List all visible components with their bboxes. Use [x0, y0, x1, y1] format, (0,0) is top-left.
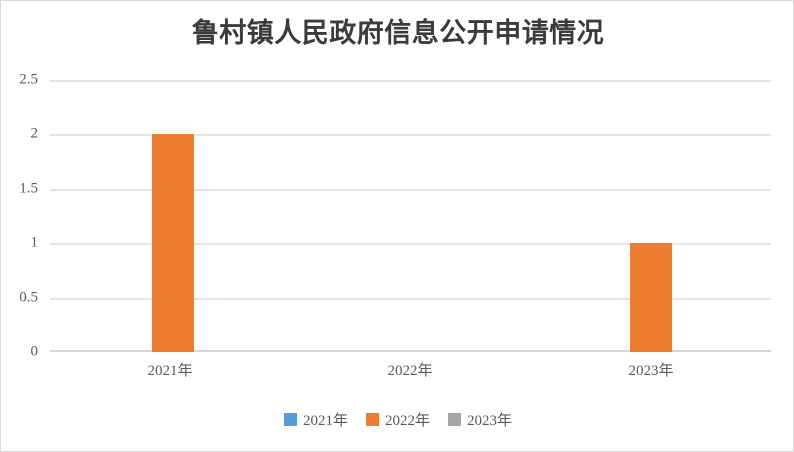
bar-2023-series2022[interactable]	[630, 243, 672, 352]
legend-item-2021[interactable]: 2021年	[283, 409, 348, 430]
y-tick-label: 0.5	[19, 289, 38, 306]
legend-item-2023[interactable]: 2023年	[448, 409, 512, 430]
y-tick-label: 2	[30, 125, 39, 142]
y-axis: 2.5 2 1.5 1 0.5 0	[1, 72, 50, 360]
y-tick-label: 0	[30, 343, 39, 360]
x-tick-label-2022: 2022年	[387, 363, 433, 379]
gridline	[50, 297, 771, 300]
legend-label: 2021年	[302, 413, 348, 429]
legend-item-2022[interactable]: 2022年	[365, 409, 430, 430]
x-tick-label-2021: 2021年	[147, 363, 193, 379]
axis-baseline	[50, 350, 771, 352]
x-tick-label-2023: 2023年	[628, 363, 674, 379]
gridline	[50, 80, 771, 82]
bar-2021-series2022[interactable]	[152, 134, 194, 352]
x-axis: 2021年 2022年 2023年	[50, 359, 771, 387]
legend-swatch-icon	[365, 413, 379, 426]
legend-label: 2023年	[467, 413, 513, 429]
plot-area	[50, 80, 771, 352]
y-tick-label: 1.5	[19, 180, 38, 197]
y-tick-label: 1	[30, 234, 39, 251]
legend-swatch-icon	[448, 413, 461, 426]
gridline	[50, 243, 771, 246]
legend-label: 2022年	[384, 413, 430, 429]
chart-title: 鲁村镇人民政府信息公开申请情况	[191, 18, 605, 48]
y-tick-label: 2.5	[19, 71, 38, 88]
legend-swatch-icon	[283, 413, 297, 426]
gridline	[50, 134, 771, 137]
chart-legend: 2021年 2022年 2023年	[1, 409, 793, 430]
gridline	[50, 188, 771, 191]
